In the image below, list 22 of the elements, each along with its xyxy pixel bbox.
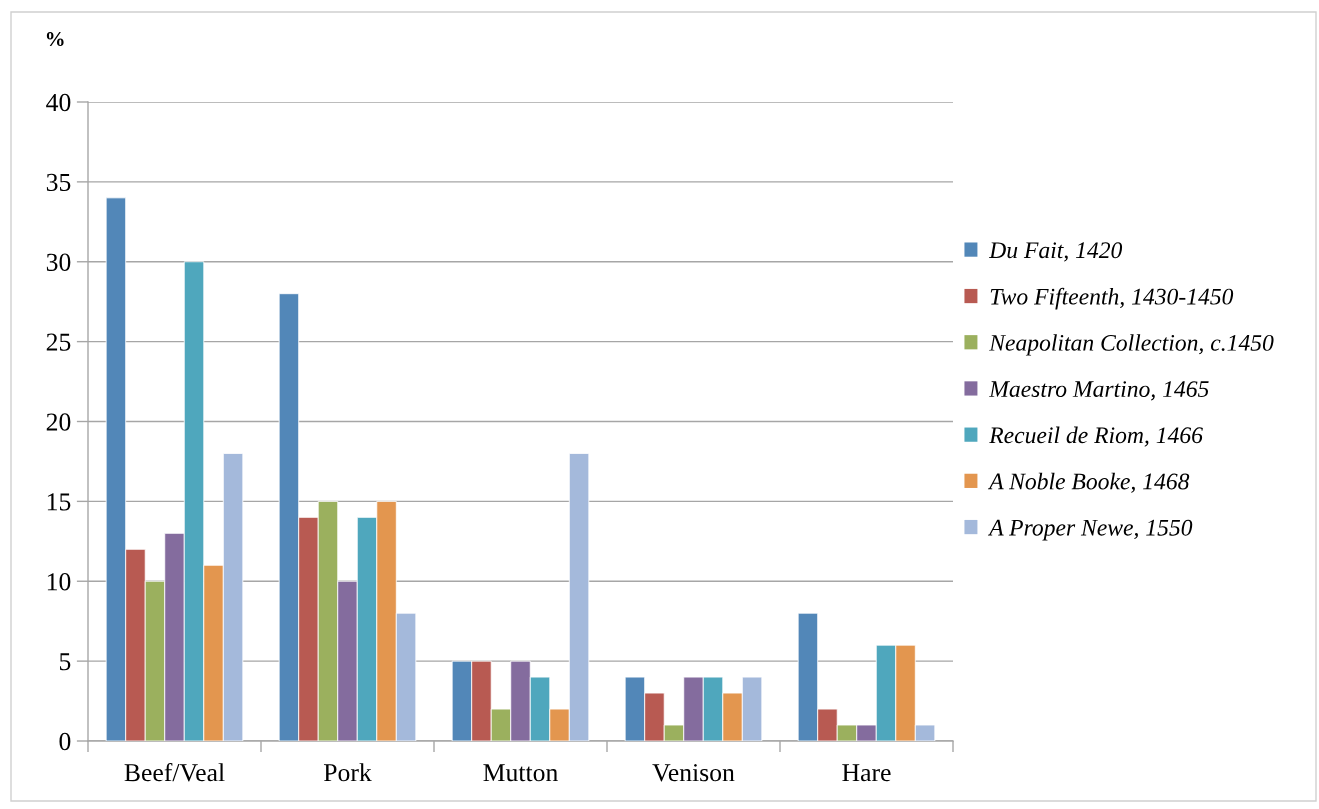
y-axis-title: %	[46, 31, 64, 47]
legend-label: Two Fifteenth, 1430-1450	[990, 287, 1234, 310]
legend-label: A Noble Booke, 1468	[987, 472, 1190, 493]
legend-label: Recueil de Riom, 1466	[989, 426, 1203, 447]
x-tick-label: Beef/Veal	[124, 762, 225, 782]
y-tick-label: 15	[47, 493, 71, 511]
y-tick-label: 35	[46, 173, 71, 192]
y-tick-label: 40	[46, 93, 71, 112]
legend-label: Maestro Martino, 1465	[988, 381, 1209, 401]
y-tick-label: 25	[46, 333, 71, 351]
y-tick-label: 10	[47, 573, 71, 591]
legend-label: A Proper Newe, 1550	[987, 519, 1193, 541]
x-tick-label: Mutton	[483, 764, 558, 782]
legend-label: Neapolitan Collection, c.1450	[989, 334, 1274, 356]
y-tick-label: 5	[59, 653, 71, 671]
y-tick-label: 30	[46, 253, 71, 271]
x-tick-label: Hare	[842, 764, 891, 782]
x-tick-label: Pork	[323, 763, 372, 782]
y-tick-label: 20	[46, 413, 71, 431]
x-tick-label: Venison	[652, 764, 735, 782]
y-tick-label: 0	[59, 732, 71, 751]
legend-label: Du Fait, 1420	[988, 242, 1123, 262]
